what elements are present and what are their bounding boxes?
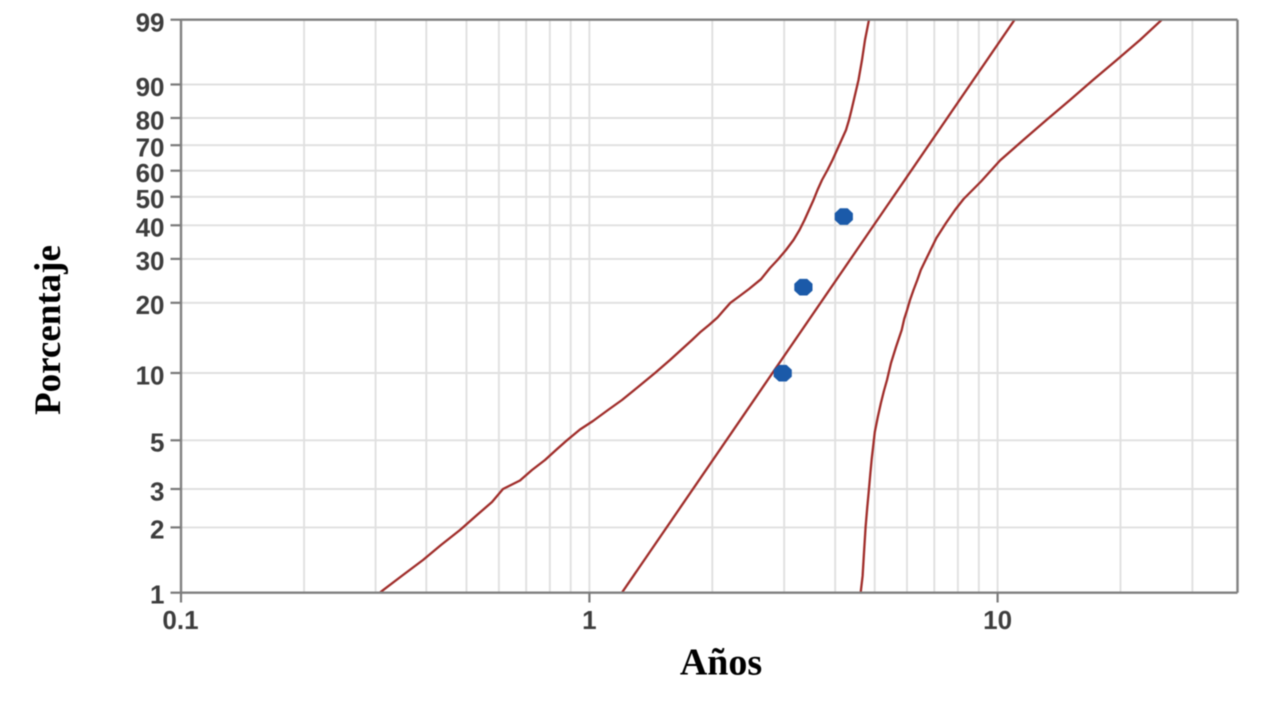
- svg-text:Porcentaje: Porcentaje: [28, 245, 69, 415]
- svg-text:5: 5: [150, 428, 164, 458]
- svg-text:80: 80: [136, 105, 165, 135]
- svg-text:90: 90: [136, 72, 165, 102]
- svg-text:1: 1: [150, 580, 164, 610]
- svg-text:0.1: 0.1: [162, 605, 198, 635]
- svg-text:10: 10: [136, 360, 165, 390]
- svg-text:60: 60: [136, 158, 165, 188]
- svg-text:50: 50: [136, 184, 165, 214]
- svg-text:2: 2: [150, 515, 164, 545]
- svg-text:70: 70: [136, 133, 165, 163]
- svg-text:10: 10: [983, 605, 1012, 635]
- svg-text:1: 1: [582, 605, 596, 635]
- svg-text:30: 30: [136, 246, 165, 276]
- svg-text:20: 20: [136, 290, 165, 320]
- svg-text:3: 3: [150, 476, 164, 506]
- svg-text:Años: Años: [680, 642, 762, 684]
- svg-text:40: 40: [136, 213, 165, 243]
- svg-text:99: 99: [136, 8, 165, 38]
